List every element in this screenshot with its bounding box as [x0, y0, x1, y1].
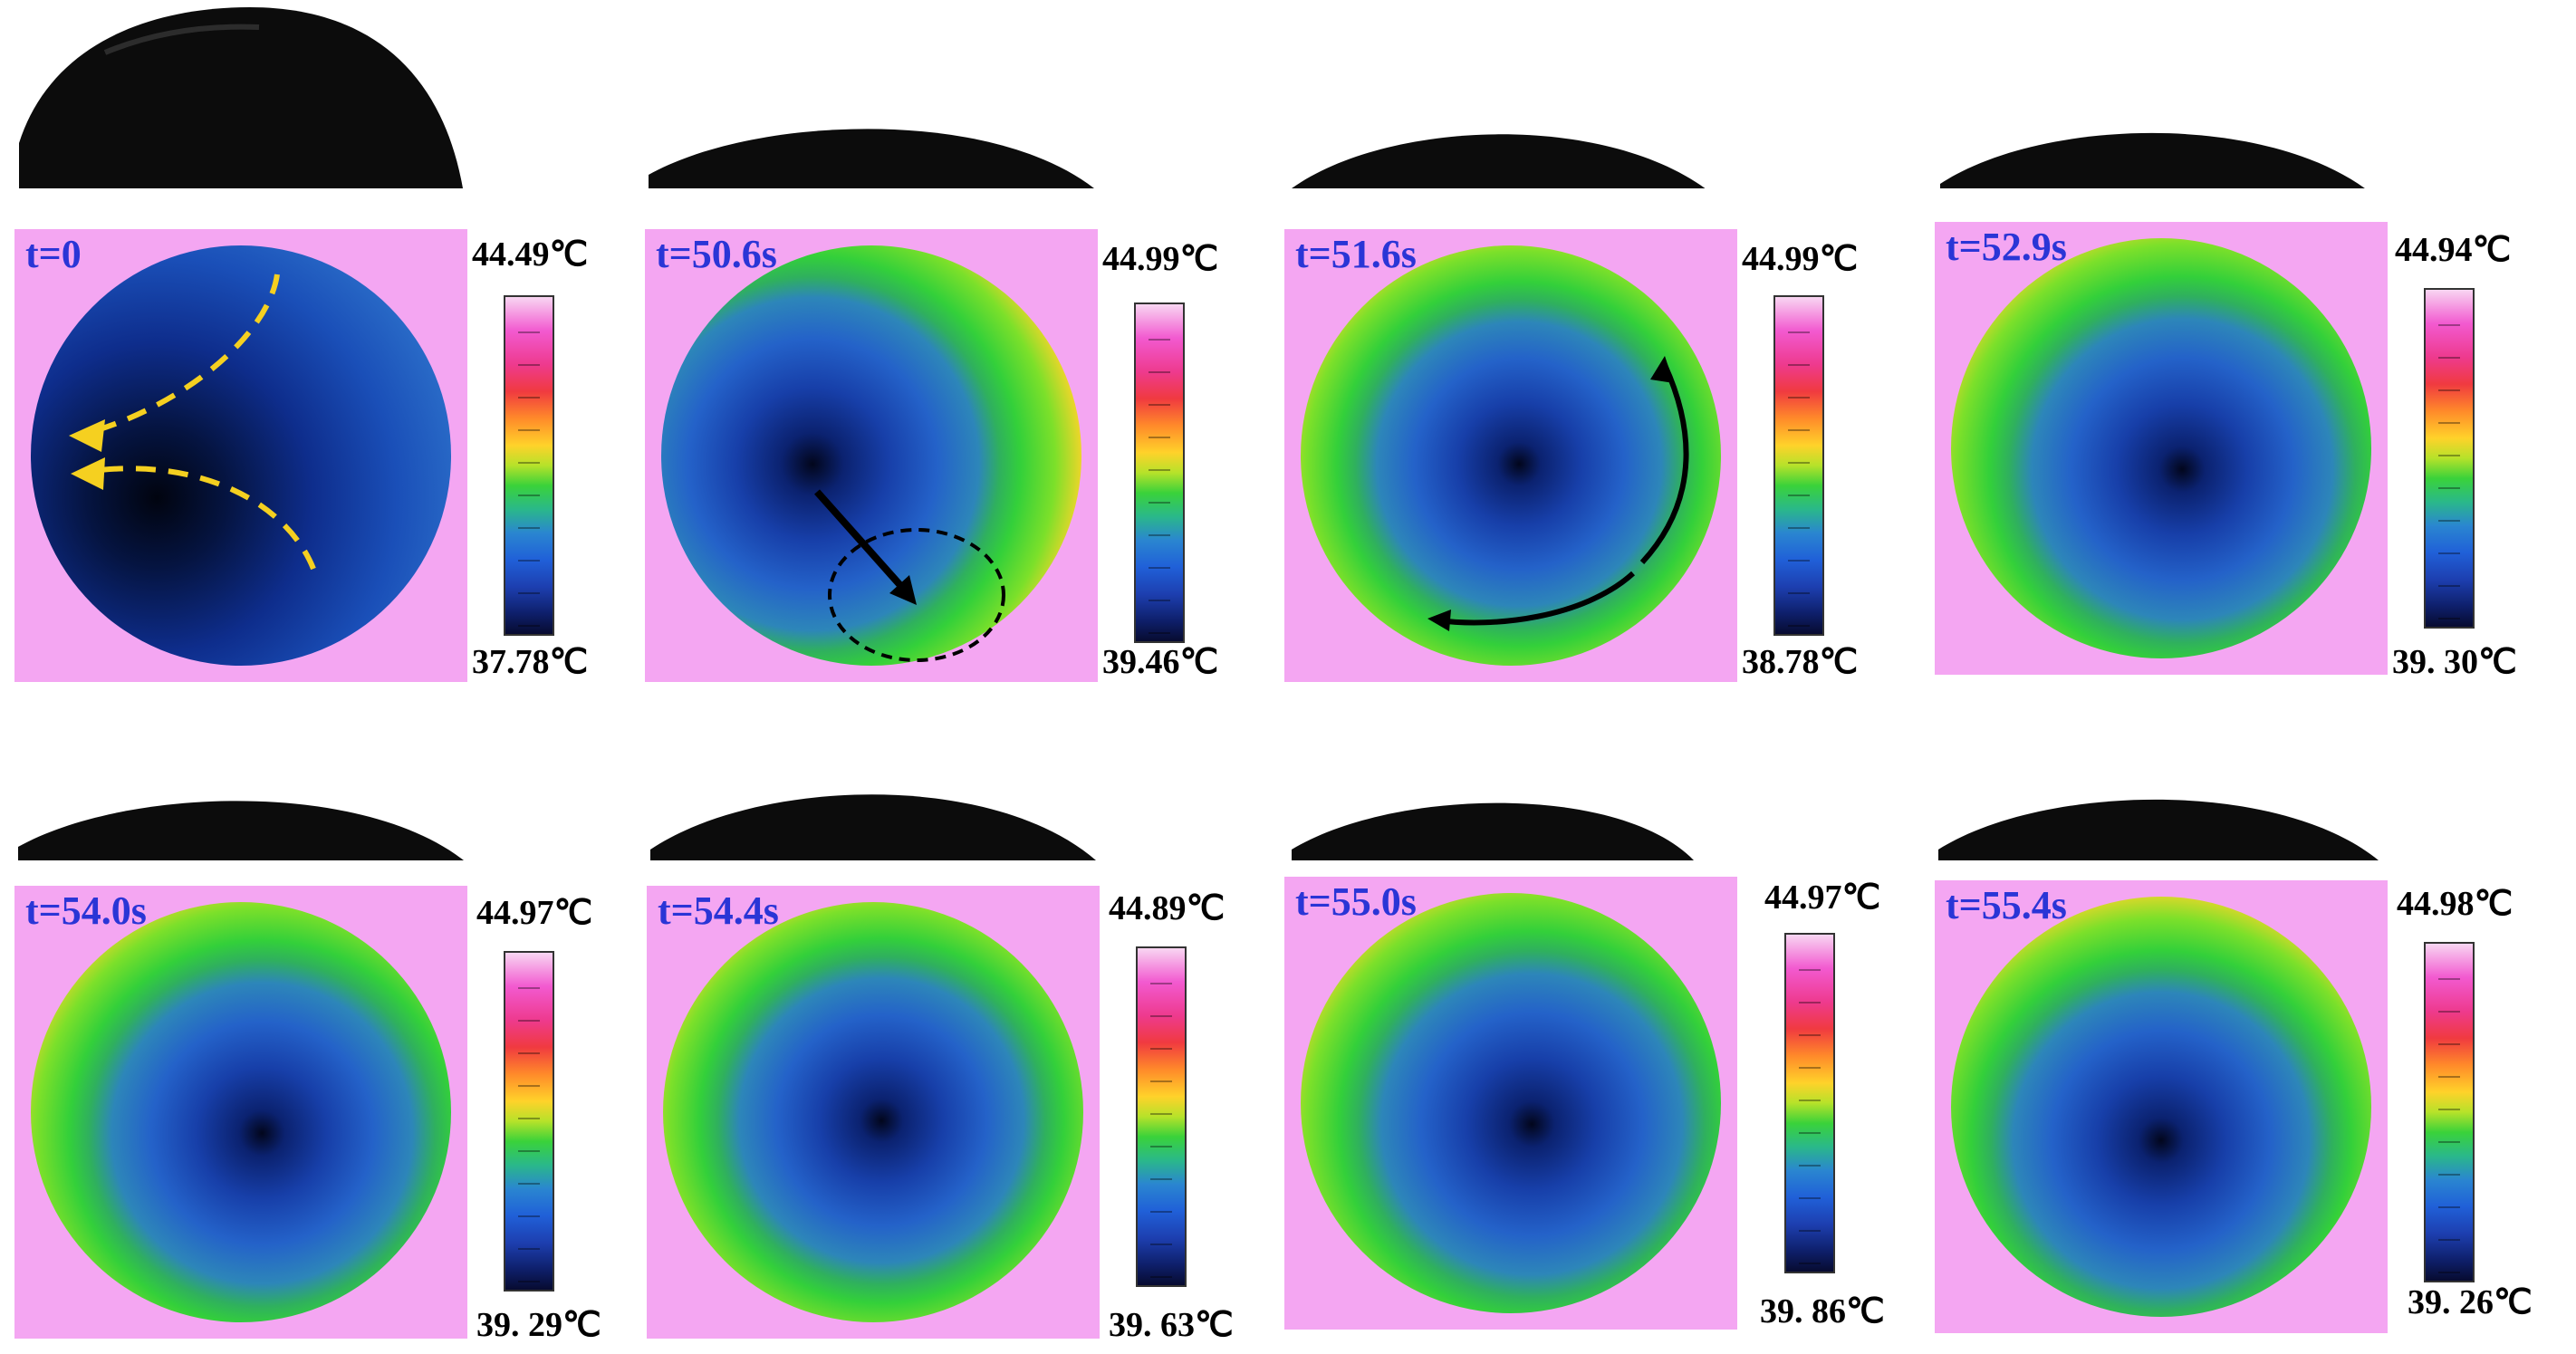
droplet-profile	[1292, 134, 1706, 188]
panel-6: t=54.4s 44.89℃ 39. 63℃	[647, 679, 1281, 1349]
min-temp: 39.46℃	[1102, 643, 1219, 681]
droplet-thermal-map	[1301, 245, 1721, 666]
max-temp: 44.89℃	[1109, 889, 1226, 927]
max-temp: 44.99℃	[1742, 240, 1859, 278]
droplet-thermal-map	[31, 902, 451, 1322]
panel-7: t=55.0s 44.97℃ 39. 86℃	[1284, 679, 1918, 1349]
color-scale-bar	[1773, 295, 1824, 636]
color-scale-bar	[1136, 946, 1187, 1287]
thermal-image: t=55.0s	[1284, 877, 1737, 1330]
min-temp: 39. 86℃	[1760, 1292, 1885, 1330]
droplet-profile	[19, 7, 463, 188]
min-temp: 39. 29℃	[476, 1306, 601, 1344]
droplet-thermal-map	[1951, 897, 2371, 1317]
thermal-image: t=54.4s	[647, 886, 1100, 1339]
droplet-profile	[1940, 133, 2365, 188]
color-scale-bar	[1784, 933, 1835, 1273]
min-temp: 37.78℃	[472, 643, 589, 681]
time-label: t=54.0s	[25, 888, 147, 933]
min-temp: 39. 63℃	[1109, 1306, 1234, 1344]
panel-2: t=50.6s 44.99℃ 39.46℃	[645, 7, 1279, 682]
min-temp: 39. 26℃	[2408, 1283, 2533, 1321]
max-temp: 44.49℃	[472, 235, 589, 274]
droplet-profile	[649, 129, 1094, 188]
color-scale-bar	[2424, 288, 2475, 629]
droplet-thermal-map	[31, 245, 451, 666]
panel-4: t=52.9s 44.94℃ 39. 30℃	[1935, 7, 2569, 681]
max-temp: 44.99℃	[1102, 240, 1219, 278]
thermal-image: t=50.6s	[645, 229, 1098, 682]
thermal-image: t=54.0s	[14, 886, 467, 1339]
droplet-profile	[18, 801, 464, 860]
thermal-image: t=51.6s	[1284, 229, 1737, 682]
color-scale-bar	[504, 951, 554, 1292]
time-label: t=54.4s	[658, 888, 779, 933]
droplet-thermal-map	[663, 902, 1083, 1322]
panel-5: t=54.0s 44.97℃ 39. 29℃	[14, 679, 649, 1349]
color-scale-bar	[1134, 302, 1185, 643]
max-temp: 44.97℃	[1764, 879, 1881, 917]
motion-arrow-overlay	[814, 489, 1005, 662]
thermal-image: t=52.9s	[1935, 222, 2388, 675]
min-temp: 38.78℃	[1742, 643, 1859, 681]
time-label: t=50.6s	[656, 232, 777, 276]
time-label: t=0	[25, 232, 82, 276]
droplet-profile	[1292, 802, 1694, 860]
thermal-image: t=55.4s	[1935, 880, 2388, 1333]
droplet-thermal-map	[1301, 893, 1721, 1313]
max-temp: 44.98℃	[2397, 885, 2514, 923]
panel-3: t=51.6s 44.99℃ 38.78℃	[1284, 7, 1918, 682]
time-label: t=51.6s	[1295, 232, 1417, 276]
thermal-image: t=0	[14, 229, 467, 682]
min-temp: 39. 30℃	[2392, 643, 2517, 681]
time-label: t=55.0s	[1295, 879, 1417, 924]
panel-8: t=55.4s 44.98℃ 39. 26℃	[1935, 679, 2569, 1349]
time-label: t=55.4s	[1946, 883, 2067, 927]
max-temp: 44.94℃	[2395, 231, 2512, 269]
droplet-thermal-map	[1951, 238, 2371, 658]
flow-arrows	[69, 274, 316, 571]
motion-arrow-overlay	[1427, 356, 1689, 631]
droplet-profile	[1938, 799, 2379, 860]
droplet-thermal-map	[661, 245, 1081, 666]
time-label: t=52.9s	[1946, 225, 2067, 269]
color-scale-bar	[504, 295, 554, 636]
max-temp: 44.97℃	[476, 894, 593, 932]
color-scale-bar	[2424, 942, 2475, 1282]
panel-1: t=0 44.49℃ 37.78℃	[14, 7, 649, 682]
droplet-profile	[650, 794, 1096, 860]
